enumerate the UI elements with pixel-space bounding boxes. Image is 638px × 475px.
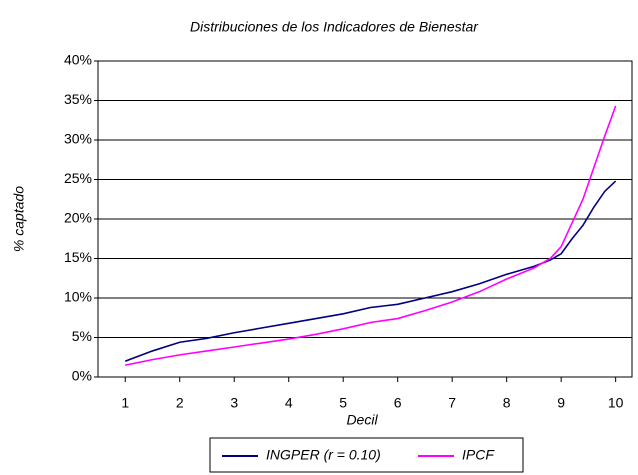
y-tick-label: 0% <box>72 368 92 384</box>
y-tick-label: 40% <box>64 52 92 68</box>
y-tick-label: 25% <box>64 170 92 186</box>
x-axis-label: Decil <box>346 412 378 428</box>
x-tick-label: 10 <box>608 395 624 411</box>
x-tick-label: 2 <box>176 395 184 411</box>
legend-box <box>209 437 524 473</box>
y-axis-label: % captado <box>11 186 27 252</box>
y-tick-label: 5% <box>72 328 92 344</box>
x-tick-label: 9 <box>557 395 565 411</box>
x-tick-label: 5 <box>339 395 347 411</box>
plot-frame <box>97 60 633 378</box>
series-line <box>124 180 617 362</box>
x-tick-label: 8 <box>503 395 511 411</box>
y-tick-label: 30% <box>64 131 92 147</box>
chart-title: Distribuciones de los Indicadores de Bie… <box>190 19 479 35</box>
y-tick-label: 15% <box>64 249 92 265</box>
y-tick-label: 10% <box>64 289 92 305</box>
x-tick-label: 4 <box>285 395 293 411</box>
x-tick-label: 6 <box>394 395 402 411</box>
x-tick-label: 1 <box>121 395 129 411</box>
y-tick-label: 35% <box>64 91 92 107</box>
y-tick-label: 20% <box>64 210 92 226</box>
x-tick-label: 3 <box>230 395 238 411</box>
legend-label: IPCF <box>462 447 495 463</box>
x-tick-label: 7 <box>448 395 456 411</box>
legend-label: INGPER (r = 0.10) <box>266 447 381 463</box>
series-line <box>125 105 617 366</box>
